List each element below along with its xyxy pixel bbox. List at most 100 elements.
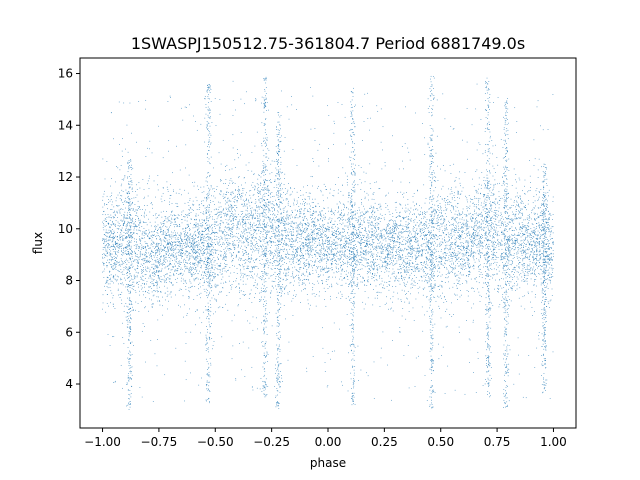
- data-point: [130, 209, 131, 211]
- data-point: [190, 244, 192, 246]
- data-point: [415, 260, 417, 262]
- data-point: [194, 251, 195, 253]
- data-point: [478, 215, 479, 217]
- data-point: [325, 254, 327, 256]
- data-point: [199, 207, 201, 208]
- data-point: [466, 246, 468, 248]
- data-point: [444, 252, 446, 254]
- data-point: [230, 204, 232, 205]
- data-point: [239, 194, 240, 195]
- data-point: [433, 222, 435, 224]
- data-point: [490, 225, 491, 227]
- data-point: [153, 252, 154, 253]
- data-point: [256, 183, 258, 185]
- data-point: [423, 249, 425, 251]
- data-point: [484, 183, 485, 185]
- data-point: [190, 287, 191, 288]
- data-point: [339, 254, 340, 256]
- data-point: [109, 200, 111, 202]
- data-point: [191, 245, 192, 246]
- data-point: [176, 258, 178, 259]
- data-point: [525, 278, 527, 280]
- data-point: [395, 278, 396, 280]
- data-point: [399, 242, 400, 244]
- data-point: [348, 272, 349, 274]
- data-point: [191, 209, 193, 211]
- data-point: [197, 278, 199, 280]
- data-point: [175, 215, 177, 216]
- data-point: [209, 250, 211, 252]
- data-point: [224, 243, 225, 245]
- data-point: [353, 227, 355, 229]
- data-point: [125, 303, 127, 304]
- data-point: [319, 239, 320, 241]
- data-point: [516, 181, 517, 183]
- data-point: [362, 242, 364, 243]
- data-point: [109, 264, 111, 265]
- data-point: [123, 214, 125, 215]
- data-point: [278, 190, 280, 192]
- data-point: [192, 237, 194, 239]
- data-point: [533, 284, 535, 285]
- data-point: [478, 226, 480, 227]
- data-point: [281, 197, 283, 199]
- data-point: [160, 281, 161, 282]
- data-point: [403, 192, 405, 194]
- data-point: [474, 197, 476, 199]
- data-point: [510, 239, 512, 241]
- data-point: [115, 253, 117, 255]
- data-point: [262, 223, 264, 225]
- data-point: [305, 242, 307, 244]
- data-point: [295, 217, 297, 218]
- data-point: [408, 263, 410, 265]
- data-point: [462, 253, 464, 254]
- data-point: [261, 251, 263, 253]
- data-point: [333, 257, 335, 259]
- data-point: [470, 226, 472, 228]
- data-point: [186, 224, 188, 226]
- data-point: [379, 258, 381, 260]
- data-point: [334, 220, 336, 222]
- data-point: [204, 266, 206, 268]
- data-point: [305, 288, 306, 290]
- data-point: [198, 260, 200, 262]
- data-point: [173, 251, 175, 253]
- data-point: [400, 225, 402, 227]
- data-point: [194, 263, 196, 265]
- data-point: [421, 244, 423, 245]
- data-point: [347, 266, 348, 268]
- data-point: [454, 218, 456, 219]
- data-point: [429, 219, 431, 221]
- data-point: [134, 278, 136, 280]
- data-point: [230, 220, 231, 222]
- data-point: [339, 244, 341, 246]
- data-point: [275, 227, 277, 229]
- data-point: [307, 246, 309, 248]
- data-point: [140, 263, 142, 265]
- data-point: [419, 214, 420, 216]
- data-point: [158, 275, 160, 276]
- data-point: [188, 263, 190, 264]
- data-point: [472, 251, 474, 253]
- data-point: [256, 284, 258, 286]
- data-point: [409, 218, 411, 220]
- data-point: [495, 212, 496, 214]
- data-point: [216, 236, 218, 237]
- data-point: [424, 314, 425, 316]
- data-point: [310, 250, 312, 251]
- data-point: [119, 236, 120, 238]
- data-point: [518, 217, 520, 218]
- data-point: [106, 249, 108, 251]
- data-point: [525, 225, 527, 226]
- data-point: [378, 229, 379, 230]
- data-point: [219, 211, 221, 213]
- data-point: [530, 267, 532, 268]
- data-point: [536, 250, 538, 251]
- data-point: [270, 227, 272, 229]
- data-point: [460, 193, 462, 195]
- data-point: [441, 210, 442, 212]
- data-point: [495, 210, 497, 211]
- data-point: [487, 240, 489, 241]
- data-point: [167, 249, 169, 251]
- data-point: [495, 264, 497, 266]
